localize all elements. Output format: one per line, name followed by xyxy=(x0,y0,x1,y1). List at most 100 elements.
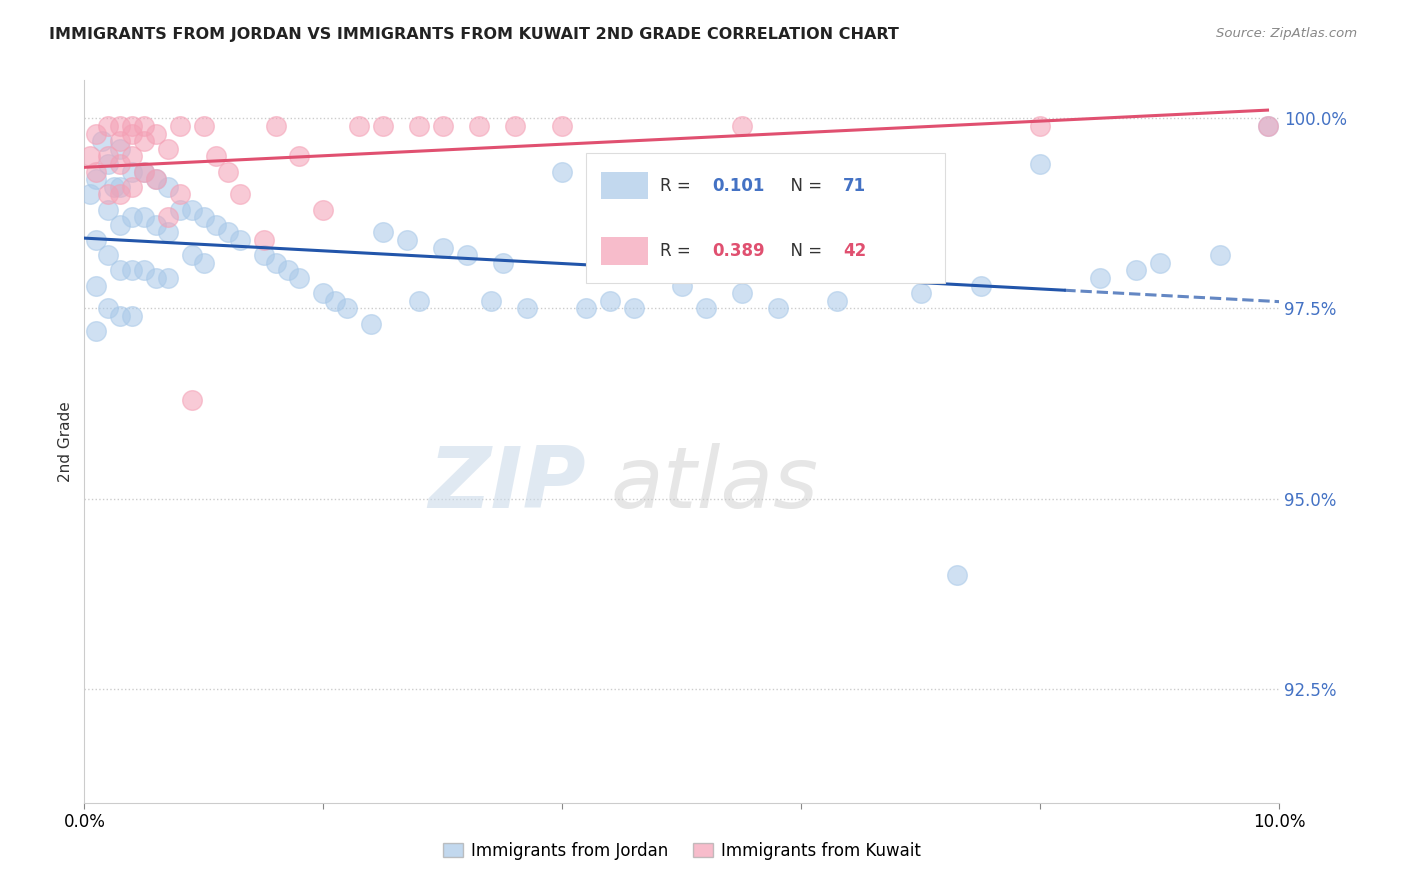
Point xyxy=(408,119,430,133)
Point xyxy=(1125,263,1147,277)
FancyBboxPatch shape xyxy=(600,237,648,265)
Point xyxy=(79,187,101,202)
Point xyxy=(79,149,101,163)
Point xyxy=(157,142,180,156)
Point xyxy=(110,187,132,202)
Point xyxy=(97,119,120,133)
Point xyxy=(516,301,538,316)
Point xyxy=(121,263,143,277)
Point xyxy=(468,119,491,133)
Point xyxy=(121,127,143,141)
Legend: Immigrants from Jordan, Immigrants from Kuwait: Immigrants from Jordan, Immigrants from … xyxy=(436,836,928,867)
Point xyxy=(110,157,132,171)
Point xyxy=(121,210,143,224)
Point xyxy=(169,119,191,133)
Text: 42: 42 xyxy=(844,242,866,260)
Point xyxy=(86,324,108,338)
Point xyxy=(277,263,299,277)
Point xyxy=(97,248,120,262)
Point xyxy=(121,149,143,163)
Text: Source: ZipAtlas.com: Source: ZipAtlas.com xyxy=(1216,27,1357,40)
Point xyxy=(1090,271,1112,285)
Point xyxy=(456,248,478,262)
Point xyxy=(132,164,156,178)
Text: N =: N = xyxy=(780,177,827,194)
Point xyxy=(288,149,311,163)
Point xyxy=(121,179,143,194)
Point xyxy=(132,164,156,178)
Point xyxy=(145,218,167,232)
Point xyxy=(86,164,108,178)
Point xyxy=(169,187,191,202)
Point xyxy=(121,119,143,133)
Point xyxy=(145,271,167,285)
Point xyxy=(1257,119,1279,133)
Point xyxy=(228,187,252,202)
Point xyxy=(86,127,108,141)
Point xyxy=(169,202,191,217)
Point xyxy=(91,134,114,148)
Point xyxy=(145,172,167,186)
Point xyxy=(121,164,143,178)
Point xyxy=(157,226,180,240)
Point xyxy=(193,119,215,133)
Point xyxy=(181,392,204,407)
Text: N =: N = xyxy=(780,242,827,260)
Point xyxy=(97,202,120,217)
Point xyxy=(312,202,335,217)
Point xyxy=(145,127,167,141)
Point xyxy=(253,233,276,247)
Point xyxy=(157,210,180,224)
Point xyxy=(373,226,395,240)
Point xyxy=(103,179,125,194)
Text: R =: R = xyxy=(661,177,696,194)
Point xyxy=(827,293,849,308)
Point xyxy=(110,179,132,194)
Point xyxy=(181,248,204,262)
Point xyxy=(132,210,156,224)
Point xyxy=(479,293,502,308)
Text: atlas: atlas xyxy=(610,443,818,526)
Point xyxy=(264,256,287,270)
Point xyxy=(110,218,132,232)
Point xyxy=(132,134,156,148)
Point xyxy=(157,179,180,194)
Point xyxy=(217,226,239,240)
Point xyxy=(181,202,204,217)
Point xyxy=(205,149,228,163)
Point xyxy=(1029,157,1052,171)
Point xyxy=(503,119,526,133)
Text: 71: 71 xyxy=(844,177,866,194)
Point xyxy=(766,301,789,316)
Point xyxy=(86,278,108,293)
Point xyxy=(373,119,395,133)
Point xyxy=(946,567,969,582)
Point xyxy=(575,301,598,316)
Point xyxy=(599,293,621,308)
Point xyxy=(349,119,371,133)
Point xyxy=(97,301,120,316)
Point xyxy=(1209,248,1232,262)
Point xyxy=(970,278,993,293)
Point xyxy=(110,119,132,133)
Point xyxy=(110,134,132,148)
Point xyxy=(97,187,120,202)
Text: ZIP: ZIP xyxy=(429,443,586,526)
Point xyxy=(910,286,932,301)
Point xyxy=(132,263,156,277)
Point xyxy=(110,142,132,156)
Point xyxy=(432,119,454,133)
Text: IMMIGRANTS FROM JORDAN VS IMMIGRANTS FROM KUWAIT 2ND GRADE CORRELATION CHART: IMMIGRANTS FROM JORDAN VS IMMIGRANTS FRO… xyxy=(49,27,898,42)
Point xyxy=(695,301,717,316)
Point xyxy=(86,233,108,247)
Text: 0.389: 0.389 xyxy=(711,242,765,260)
Text: 0.101: 0.101 xyxy=(711,177,765,194)
FancyBboxPatch shape xyxy=(600,172,648,200)
Point xyxy=(623,301,645,316)
Point xyxy=(360,317,382,331)
Point xyxy=(1257,119,1279,133)
Point xyxy=(145,172,167,186)
Point xyxy=(312,286,335,301)
FancyBboxPatch shape xyxy=(586,153,945,283)
Point xyxy=(86,172,108,186)
